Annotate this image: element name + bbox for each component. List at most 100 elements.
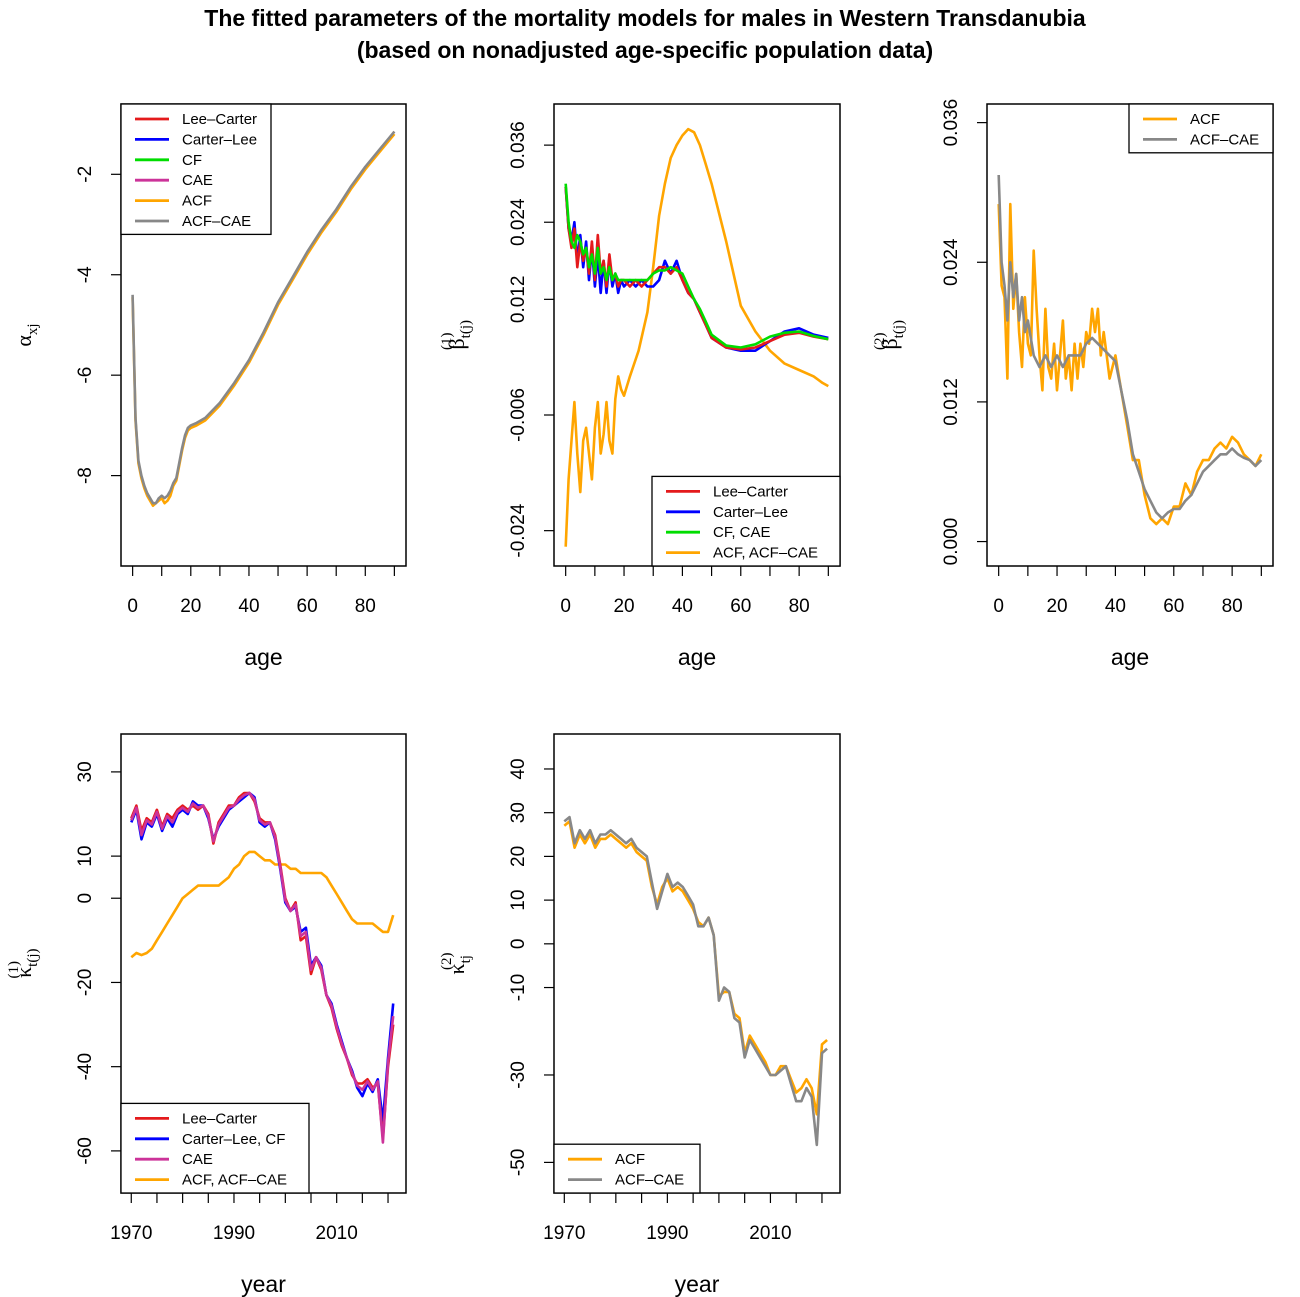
legend-label: Carter–Lee [182,131,257,148]
legend-label: ACF [615,1151,645,1168]
y-axis-superscript: (2) [872,333,888,351]
y-axis-label: κtj(2) [439,953,474,975]
y-tick-label: -10 [508,974,529,1001]
panels: 0 20 40 60 80 -2 -4 -6 -8 age αxj Lee–Carter Carter–… [6,99,1274,1297]
y-tick-label: 40 [508,758,529,779]
series-group [997,174,1263,526]
y-tick-label: 30 [75,761,96,782]
y-axis-subscript: tj [458,955,474,963]
y-tick-label: 10 [508,890,529,911]
y-tick-label: 0.024 [508,198,529,246]
y-axis-subscript: t(j) [458,320,474,338]
y-axis-superscript: (1) [439,333,455,351]
series-line-gray [131,130,396,505]
y-axis-superscript: (2) [439,953,455,971]
x-axis-label: year [241,1271,286,1297]
y-tick-label: 0.036 [508,121,529,169]
x-tick-label: 80 [1222,596,1243,617]
panel-beta1: 0 20 40 60 80 0.036 0.024 0.012 -0.006 -0.024 age β… [439,103,841,670]
y-tick-label: 0.024 [941,238,962,286]
y-tick-label: 0 [75,893,96,904]
legend-label: CF [182,152,202,169]
x-tick-label: 20 [1046,596,1067,617]
x-tick-label: 40 [238,596,259,617]
series-line-gray [997,174,1263,520]
y-tick-label: 30 [508,802,529,823]
legend: ACF ACF–CAE [553,1143,701,1194]
y-tick-label: 0.000 [941,518,962,566]
y-tick-label: 0.036 [941,99,962,147]
panel-beta2: 0 20 40 60 80 0.036 0.024 0.012 0.000 age βt(j)(2)… [872,99,1274,670]
series-group [564,127,829,547]
legend-label: ACF–CAE [182,213,251,230]
y-tick-label: -0.024 [508,503,529,557]
series-line-red [130,791,395,1140]
y-tick-label: -2 [75,166,96,183]
y-axis-superscript: (1) [6,961,22,979]
y-tick-label: 20 [508,846,529,867]
legend-label: Carter–Lee, CF [182,1131,285,1148]
series-group [131,130,396,508]
legend-label: ACF–CAE [1190,131,1259,148]
y-tick-label: -40 [75,1053,96,1080]
x-tick-label: 80 [355,596,376,617]
legend-label: Lee–Carter [182,1110,257,1127]
panel-alpha: 0 20 40 60 80 -2 -4 -6 -8 age αxj Lee–Carter Carter–… [11,103,407,670]
y-tick-label: -4 [75,266,96,283]
legend-label: ACF, ACF–CAE [182,1172,287,1189]
legend: Lee–Carter Carter–Lee, CF CAE ACF, ACF–CAE [120,1102,310,1194]
x-tick-label: 20 [180,596,201,617]
figure-title-line2: (based on nonadjusted age-specific popul… [357,37,933,63]
legend: ACF ACF–CAE [1128,103,1274,154]
x-axis-label: age [678,644,716,670]
y-tick-label: 10 [75,846,96,867]
legend-label: ACF–CAE [615,1172,684,1189]
y-tick-label: 0.012 [941,378,962,426]
x-axis-label: year [675,1271,720,1297]
legend-label: ACF [182,193,212,210]
y-tick-label: -20 [75,969,96,996]
x-tick-label: 1970 [543,1223,585,1244]
panel-kappa2: 1970 1990 2010403020100-10-30-50yearκtj(2)… [439,733,841,1297]
x-tick-label: 40 [672,596,693,617]
series-line-orange [130,850,395,959]
x-axis-label: age [244,644,282,670]
y-axis-subscript: t(j) [25,948,41,966]
y-tick-label: 0.012 [508,276,529,324]
y-axis-symbol: κ [444,963,469,974]
series-line-orange [997,202,1263,526]
legend-label: CF, CAE [713,524,771,541]
x-tick-label: 2010 [316,1223,358,1244]
x-tick-label: 2010 [749,1223,791,1244]
y-axis-label: βt(j)(1) [439,320,474,350]
legend-label: Carter–Lee [713,504,788,521]
series-group [563,815,828,1147]
y-tick-label: -60 [75,1137,96,1164]
y-axis-subscript: t(j) [891,320,907,338]
legend: Lee–Carter Carter–Lee CF, CAE ACF, ACF–CAE [651,475,841,567]
y-tick-label: 0 [508,939,529,950]
y-tick-label: -8 [75,467,96,484]
series-group [130,791,395,1144]
plot-frame-kappa2 [553,733,841,1194]
legend-box [1128,103,1274,154]
y-axis-subscript: xj [25,323,41,335]
legend-label: Lee–Carter [713,483,788,500]
y-axis-label: βt(j)(2) [872,320,907,350]
x-tick-label: 0 [127,596,138,617]
y-tick-label: -50 [508,1149,529,1176]
x-tick-label: 60 [1163,596,1184,617]
legend-label: ACF [1190,111,1220,128]
series-line-magenta [130,791,395,1144]
x-tick-label: 20 [613,596,634,617]
x-tick-label: 60 [730,596,751,617]
x-tick-label: 1990 [646,1223,688,1244]
x-axis-label: age [1111,644,1149,670]
legend-box [553,1143,701,1194]
series-line-green [564,183,829,349]
y-axis-label: κt(j)(1) [6,948,41,978]
x-tick-label: 40 [1105,596,1126,617]
figure-title-line1: The fitted parameters of the mortality m… [204,5,1086,31]
y-tick-label: -0.006 [508,388,529,442]
